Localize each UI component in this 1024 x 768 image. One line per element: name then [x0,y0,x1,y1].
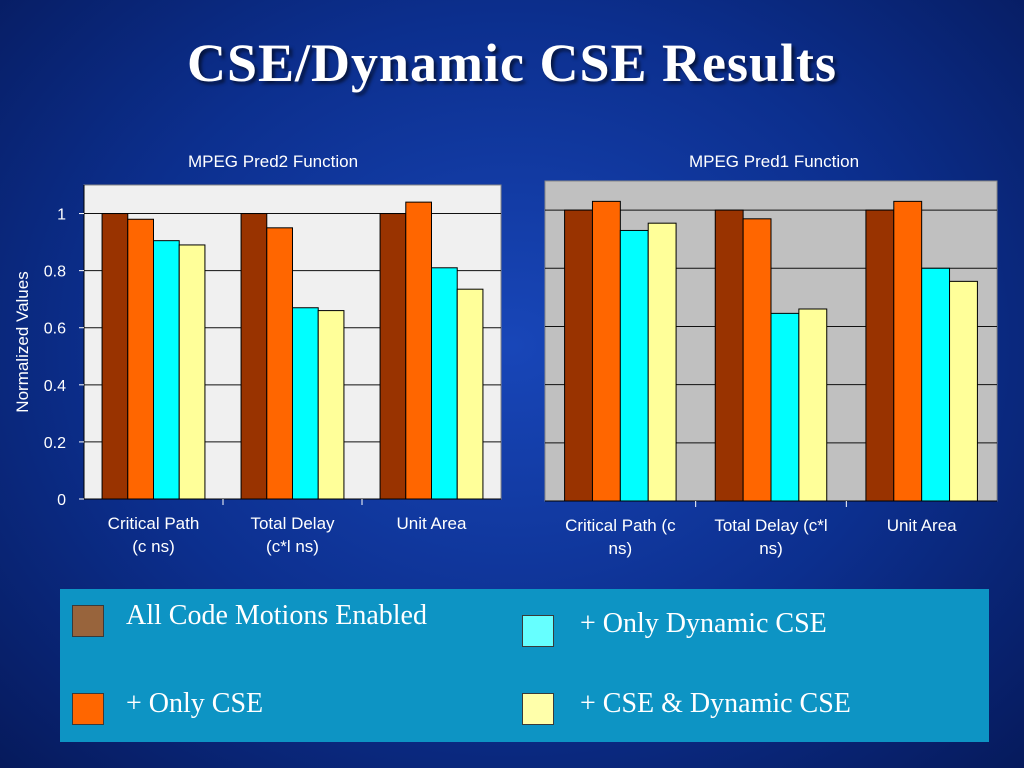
bar [178,244,206,500]
x-category-label: Critical Path [108,514,200,533]
bar [742,218,772,502]
charts-canvas: MPEG Pred2 Function 0 0.2 0.4 0.6 0.8 1 Normali… [13,152,998,558]
bar [431,267,458,500]
chart-title: MPEG Pred1 Function [689,152,859,171]
bar [127,218,155,500]
legend-label: + Only Dynamic CSE [580,608,827,639]
y-tick-label: 0.2 [44,435,66,452]
bar [101,213,129,500]
bar [564,209,593,502]
x-category-label: ns) [759,539,783,558]
legend-swatch-yellow [522,693,554,725]
legend: All Code Motions Enabled + Only CSE + On… [60,589,989,742]
x-category-label: (c ns) [132,537,175,556]
slide-title: CSE/Dynamic CSE Results [186,33,838,93]
x-category-label: Unit Area [397,514,467,533]
y-tick-label: 0.8 [44,264,66,281]
x-category-label: (c*l ns) [266,537,319,556]
legend-swatch-orange [72,693,104,725]
bar [240,213,268,500]
bar [770,312,800,502]
legend-label: + CSE & Dynamic CSE [580,688,851,719]
bar [153,240,180,500]
bar [292,307,319,500]
y-tick-label: 0.4 [44,378,66,395]
bar [714,209,744,502]
y-tick-label: 0.6 [44,321,66,338]
bar [379,213,407,500]
legend-swatch-cyan [522,615,554,647]
x-category-label: ns) [609,539,633,558]
x-category-label: Unit Area [887,516,957,535]
bar [647,222,677,502]
legend-swatch-brown [72,605,104,637]
bar [591,200,621,502]
legend-label: All Code Motions Enabled [126,600,427,631]
bar [949,280,978,502]
legend-label: + Only CSE [126,688,264,719]
x-category-label: Critical Path (c [565,516,676,535]
bar [456,288,484,500]
chart-title: MPEG Pred2 Function [188,152,358,171]
bar [266,227,294,500]
bar [865,209,895,502]
y-axis-label: Normalized Values [13,271,32,412]
bar [893,200,923,502]
bar [317,310,345,500]
bar [921,267,951,502]
bar [619,229,649,502]
x-category-label: Total Delay [250,514,335,533]
x-category-label: Total Delay (c*l [714,516,827,535]
y-tick-label: 1 [57,207,66,224]
bar [798,308,828,502]
y-tick-label: 0 [57,492,66,509]
bar [405,201,433,500]
